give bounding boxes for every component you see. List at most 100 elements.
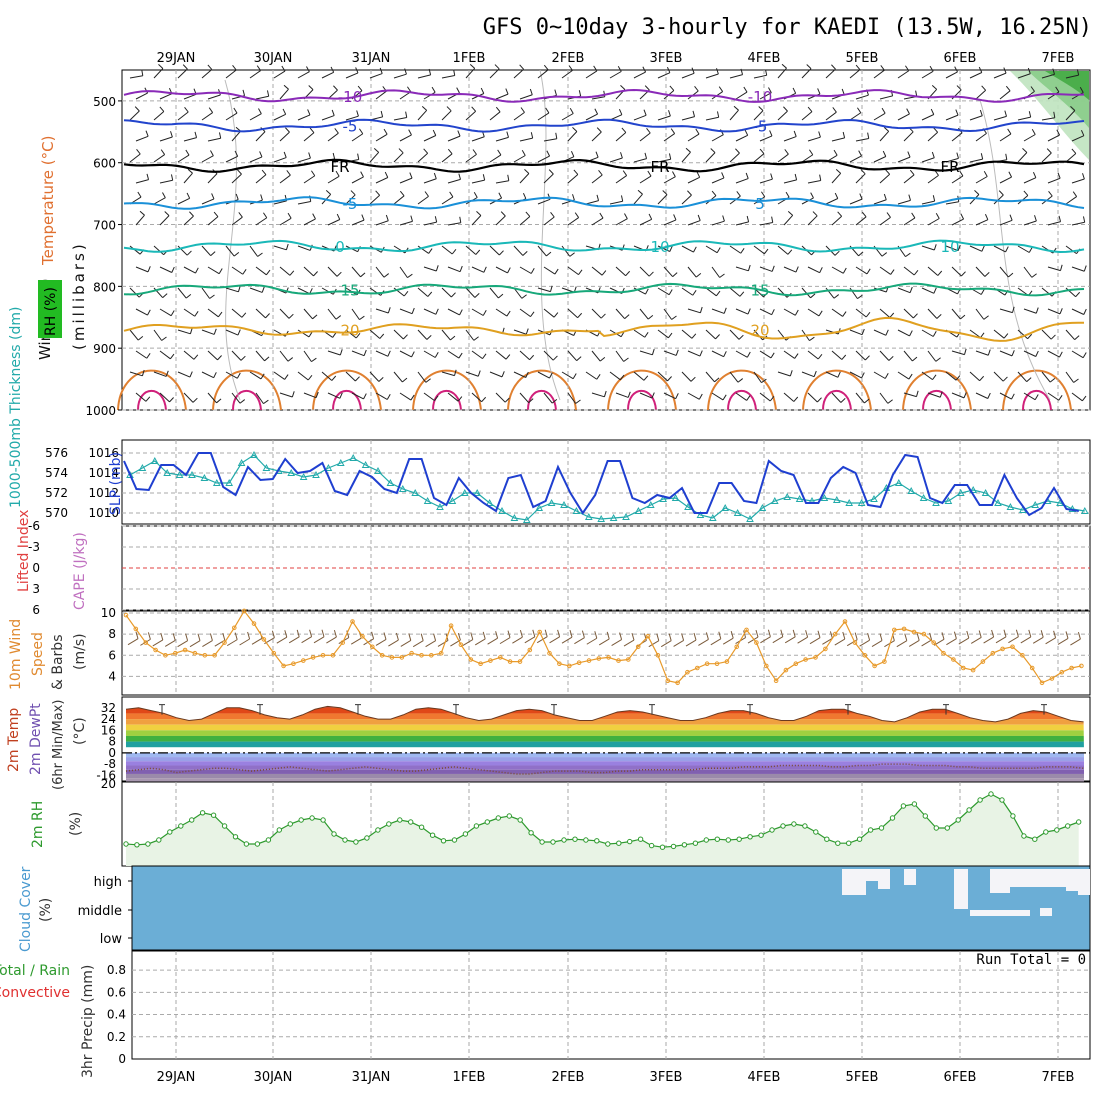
- wind-10m-barb-flag: [643, 633, 647, 641]
- wind-barb: [177, 287, 187, 299]
- wind-barb-flag: [427, 291, 433, 297]
- wind-barb: [153, 245, 164, 256]
- rh-point: [780, 823, 786, 829]
- wind-barb-flag: [450, 292, 456, 298]
- warm-contour-orange: [117, 369, 187, 411]
- wind-speed-point: [468, 657, 474, 662]
- wind-barb: [735, 178, 749, 184]
- wind-barb-flag: [497, 149, 502, 156]
- wind-barb-flag: [810, 192, 814, 199]
- wind-barb: [1023, 134, 1036, 142]
- wind-barb-flag: [888, 356, 894, 361]
- wind-10m-barb-flag: [557, 629, 561, 637]
- wind-barb-flag: [282, 108, 287, 115]
- wind-barb-flag: [1083, 265, 1087, 272]
- rh-point: [342, 837, 348, 843]
- wind-barb: [279, 350, 289, 362]
- wind-barb-flag: [842, 131, 846, 138]
- wind-10m-barb: [350, 637, 362, 645]
- wind-barb: [495, 350, 507, 360]
- temp-units: (°C): [72, 717, 88, 745]
- wind-barb: [831, 266, 844, 274]
- wind-barb-flag: [644, 332, 649, 338]
- wind-10m-barb: [437, 640, 449, 647]
- wind-speed-point: [596, 656, 602, 661]
- wind-barb-flag: [718, 86, 724, 92]
- wind-barb: [759, 308, 772, 316]
- wind-barb-flag: [475, 249, 481, 255]
- wind-barb-flag: [738, 334, 744, 340]
- wind-barb: [249, 371, 262, 380]
- wind-barb: [399, 308, 413, 315]
- wind-barb-flag: [184, 106, 189, 113]
- wind-barb: [1041, 117, 1055, 121]
- wind-barb-flag: [733, 105, 739, 111]
- wind-10m-barb: [524, 636, 536, 644]
- wind-barb: [135, 214, 145, 226]
- wind-barb: [903, 131, 914, 142]
- lifted-index-label: Lifted Index: [16, 510, 32, 592]
- wind-barb-flag: [981, 85, 987, 91]
- wind-barb: [327, 350, 341, 356]
- wind-barb: [447, 178, 461, 184]
- wind-barb: [687, 220, 701, 226]
- wind-10m-barb: [326, 636, 337, 644]
- wind-barb-flag: [482, 310, 487, 316]
- temp-cold-band: [126, 773, 1084, 779]
- wind-speed-point: [764, 663, 769, 669]
- wind-barb-flag: [818, 131, 821, 138]
- thickness-label: 1000-500mb Thickness (dm): [8, 307, 24, 508]
- rh-point: [747, 834, 753, 840]
- wind-barb-flag: [642, 66, 647, 73]
- wind-barb-flag: [387, 350, 391, 357]
- wind-barb: [537, 112, 550, 121]
- wind-barb: [471, 179, 485, 184]
- wind-speed-point: [921, 631, 927, 637]
- wind-barb-flag: [617, 66, 622, 72]
- wind-barb-flag: [954, 66, 958, 73]
- wind-barb-flag: [1028, 247, 1033, 253]
- rh-2m-panel: 20 2m RH (%): [30, 777, 1091, 867]
- wind-barb-flag: [981, 245, 985, 252]
- wind-barb: [513, 245, 524, 256]
- wind-barb-flag: [145, 396, 151, 402]
- wind-barb: [297, 201, 311, 205]
- wind-barb-flag: [263, 212, 268, 219]
- wind-speed-point: [793, 661, 799, 667]
- wind-barb-flag: [258, 108, 262, 114]
- wind-barb-flag: [905, 252, 911, 258]
- wind-barb: [423, 178, 437, 184]
- wind-barb-flag: [644, 152, 648, 159]
- wind-barb: [375, 133, 388, 142]
- wind-barb: [153, 111, 165, 121]
- wind-barb-flag: [170, 131, 173, 138]
- wind-barb: [207, 350, 218, 361]
- wind-barb-flag: [598, 169, 603, 176]
- wind-barb: [705, 287, 717, 297]
- wind-barb: [495, 136, 509, 142]
- wind-barb: [705, 245, 718, 254]
- wind-barb-flag: [601, 270, 607, 276]
- wind-barb-flag: [1003, 333, 1009, 339]
- wind-barb-flag: [405, 111, 408, 118]
- contour-label: 0: [335, 238, 345, 256]
- thickness-point: [535, 503, 544, 511]
- wind-10m-barb: [499, 637, 511, 645]
- wind-barb: [777, 67, 787, 79]
- wind-barb: [225, 287, 239, 293]
- wind-tick-label: 4: [108, 669, 116, 683]
- wind-barb: [471, 392, 482, 403]
- wind-barb: [993, 371, 1004, 382]
- wind-barb: [591, 392, 605, 398]
- wind-barb-flag: [1058, 395, 1063, 401]
- run-total: Run Total = 0: [976, 952, 1086, 968]
- rh-point: [550, 839, 556, 845]
- wind-barb: [639, 132, 651, 142]
- wind-barb: [489, 287, 499, 299]
- wind-barb: [393, 329, 404, 340]
- wind-barb: [441, 329, 451, 341]
- wind-barb-flag: [883, 126, 890, 132]
- wind-barb: [849, 198, 863, 205]
